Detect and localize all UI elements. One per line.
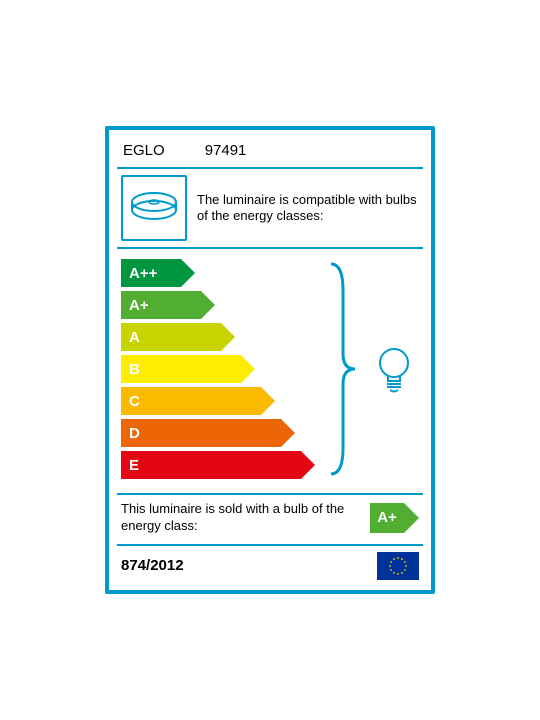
arrow-head	[281, 419, 295, 447]
badge-head	[404, 503, 419, 533]
eu-flag-icon	[377, 552, 419, 580]
energy-class-arrow: A+	[121, 291, 315, 319]
energy-class-label: A+	[121, 291, 201, 319]
arrow-head	[221, 323, 235, 351]
energy-class-arrow: D	[121, 419, 315, 447]
energy-class-label: A	[121, 323, 221, 351]
energy-chart: A++ A+ ABCDE	[117, 249, 423, 493]
regulation-number: 874/2012	[121, 557, 184, 574]
bulb-col	[369, 345, 419, 393]
sold-class-badge: A+	[370, 503, 419, 533]
compat-row: The luminaire is compatible with bulbs o…	[117, 169, 423, 247]
energy-class-label: E	[121, 451, 301, 479]
badge-label: A+	[370, 503, 404, 533]
footer-row: 874/2012	[117, 546, 423, 582]
sold-text: This luminaire is sold with a bulb of th…	[121, 501, 360, 534]
energy-class-label: B	[121, 355, 241, 383]
energy-class-arrow: C	[121, 387, 315, 415]
bulb-icon	[374, 345, 414, 393]
brace-col	[315, 259, 369, 479]
brace-icon	[325, 260, 359, 478]
luminaire-icon-box	[121, 175, 187, 241]
energy-class-arrow: A	[121, 323, 315, 351]
arrow-head	[241, 355, 255, 383]
energy-class-label: A++	[121, 259, 181, 287]
energy-class-arrow: A++	[121, 259, 315, 287]
energy-arrows: A++ A+ ABCDE	[121, 259, 315, 479]
arrow-head	[181, 259, 195, 287]
arrow-head	[201, 291, 215, 319]
energy-class-arrow: B	[121, 355, 315, 383]
energy-class-label: D	[121, 419, 281, 447]
luminaire-icon	[128, 186, 180, 230]
energy-label: EGLO 97491 The luminaire is compatible w…	[105, 126, 435, 594]
arrow-head	[261, 387, 275, 415]
compat-text: The luminaire is compatible with bulbs o…	[197, 192, 419, 225]
energy-class-label: C	[121, 387, 261, 415]
brand: EGLO	[123, 142, 165, 159]
sold-row: This luminaire is sold with a bulb of th…	[117, 495, 423, 544]
header-row: EGLO 97491	[117, 138, 423, 167]
energy-class-arrow: E	[121, 451, 315, 479]
arrow-head	[301, 451, 315, 479]
model-number: 97491	[205, 142, 247, 159]
